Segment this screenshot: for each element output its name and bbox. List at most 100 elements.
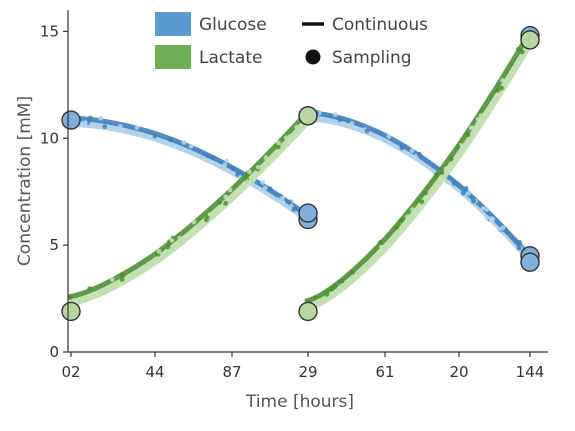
glucose-continuous-point [399, 145, 405, 151]
glucose-continuous-point [134, 125, 140, 131]
glucose-sampling-point-6 [520, 252, 540, 272]
axes: 0 5 10 15 02 44 87 29 61 20 144 Time [hours] Concent… [15, 10, 548, 412]
lactate-continuous-point [245, 179, 251, 185]
y-tick-label: 0 [49, 343, 59, 361]
lactate-continuous-point [223, 200, 229, 206]
glucose-continuous-point [173, 144, 179, 150]
glucose-continuous-point [364, 128, 370, 134]
glucose-continuous-point [332, 112, 338, 117]
lactate-continuous-point [266, 158, 272, 164]
lactate-continuous-line-1 [67, 110, 310, 300]
glucose-continuous-point [87, 115, 93, 121]
glucose-continuous-point [337, 117, 343, 123]
legend-dot-symbol [305, 49, 321, 65]
glucose-continuous-point [168, 137, 174, 143]
lactate-continuous-point [475, 117, 481, 122]
glucose-continuous-point [262, 185, 268, 191]
glucose-continuous-point [386, 134, 392, 140]
glucose-continuous-point [516, 240, 521, 246]
lactate-continuous-point [419, 199, 425, 205]
lactate-continuous-point [500, 78, 505, 83]
legend-label: Lactate [199, 48, 262, 68]
glucose-continuous-point [497, 227, 503, 232]
lactate-continuous-point [478, 113, 484, 119]
legend-label: Glucose [199, 15, 267, 35]
lactate-continuous-point [255, 164, 261, 170]
plot-area [61, 25, 540, 322]
lactate-continuous-point [109, 277, 115, 282]
glucose-continuous-band-2 [306, 113, 536, 265]
legend-entry-glucose: Glucose [155, 12, 267, 36]
lactate-continuous-point [316, 298, 322, 304]
glucose-continuous-point [280, 195, 285, 201]
lactate-continuous-point [519, 49, 525, 55]
glucose-continuous-point [471, 198, 476, 204]
lactate-continuous-point [439, 170, 445, 176]
lactate-continuous-point [448, 162, 453, 168]
lactate-continuous-point [405, 218, 410, 223]
glucose-sampling-point-3 [298, 203, 318, 223]
glucose-continuous-point [102, 124, 108, 130]
glucose-continuous-point [484, 207, 490, 212]
lactate-continuous-band-2 [306, 34, 536, 310]
lactate-continuous-point [240, 184, 245, 190]
lactate-continuous-point [324, 291, 330, 297]
lactate-continuous-point [471, 125, 476, 130]
lactate-continuous-point [394, 224, 400, 230]
y-tick-label: 10 [40, 129, 59, 147]
lactate-continuous-point [350, 269, 356, 275]
glucose-continuous-point [235, 172, 240, 177]
lactate-continuous-point [169, 238, 175, 243]
lactate-continuous-point [495, 88, 501, 93]
lactate-continuous-point [379, 244, 384, 250]
legend-label: Continuous [332, 15, 428, 35]
glucose-continuous-point [488, 216, 494, 222]
glucose-continuous-point [205, 153, 210, 159]
glucose-continuous-point [416, 151, 422, 157]
lactate-continuous-point [412, 210, 418, 216]
lactate-continuous-point [276, 140, 281, 146]
lactate-continuous-point [119, 276, 125, 282]
glucose-continuous-point [451, 181, 457, 186]
lactate-continuous-band-1 [69, 113, 314, 306]
lactate-continuous-point [207, 212, 213, 217]
glucose-continuous-line-1 [67, 115, 310, 218]
lactate-continuous-point [263, 155, 269, 161]
lactate-continuous-point [516, 46, 521, 52]
legend-label: Sampling [332, 48, 412, 68]
lactate-continuous-point [87, 286, 93, 292]
lactate-continuous-point [120, 272, 126, 278]
lactate-continuous-point [67, 295, 73, 300]
lactate-continuous-point [443, 166, 449, 172]
x-tick-label: 87 [222, 363, 241, 381]
lactate-continuous-line-2 [304, 31, 532, 304]
legend-swatch [155, 45, 191, 69]
legend: Glucose Lactate Continuous Sampling [155, 12, 428, 69]
y-tick-label: 5 [49, 236, 59, 254]
lactate-continuous-point [499, 85, 504, 91]
legend-entry-lactate: Lactate [155, 45, 262, 69]
lactate-continuous-point [313, 294, 319, 300]
lactate-sampling-point-9 [298, 106, 318, 126]
glucose-continuous-point [152, 133, 158, 139]
lactate-continuous-point [199, 220, 205, 226]
lactate-continuous-point [287, 134, 293, 140]
glucose-continuous-point [224, 158, 230, 164]
lactate-continuous-point [405, 214, 410, 220]
lactate-continuous-point [217, 200, 222, 205]
x-tick-label: 144 [516, 363, 545, 381]
x-tick-label: 20 [449, 363, 468, 381]
lactate-continuous-point [383, 243, 388, 248]
glucose-continuous-point [287, 199, 292, 205]
lactate-sampling-point-10 [298, 301, 318, 322]
lactate-continuous-point [283, 135, 289, 141]
lactate-continuous-point [423, 190, 428, 196]
lactate-continuous-point [275, 144, 281, 150]
glucose-continuous-band-1 [69, 119, 314, 225]
lactate-continuous-point [398, 217, 404, 223]
glucose-continuous-point [82, 120, 88, 125]
lactate-continuous-point [165, 244, 171, 250]
lactate-sampling-point-11 [520, 30, 540, 50]
lactate-continuous-point [227, 187, 233, 193]
